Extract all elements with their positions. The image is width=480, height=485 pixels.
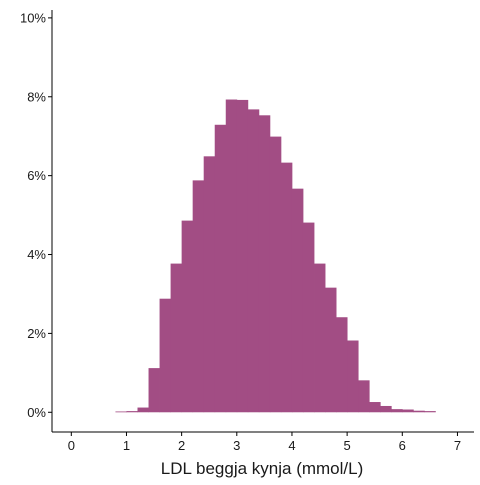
histogram-bar bbox=[325, 287, 337, 413]
x-tick-label: 6 bbox=[399, 438, 406, 453]
histogram-bar bbox=[402, 409, 414, 413]
histogram-bar bbox=[369, 402, 381, 413]
axes-layer: 0% 2% 4% 6% 8% 10% 0 1 2 3 4 5 6 7 bbox=[20, 10, 474, 453]
histogram-bar bbox=[413, 410, 425, 413]
x-tick-label: 3 bbox=[233, 438, 240, 453]
histogram-bar bbox=[269, 136, 282, 413]
y-tick-label: 8% bbox=[27, 89, 46, 104]
histogram-bar bbox=[347, 340, 359, 413]
histogram-bar bbox=[336, 317, 348, 413]
histogram-bar bbox=[181, 220, 194, 413]
y-tick-label: 4% bbox=[27, 247, 46, 262]
x-tick-label: 7 bbox=[454, 438, 461, 453]
y-tick-label: 6% bbox=[27, 168, 46, 183]
histogram-bar bbox=[380, 405, 392, 413]
histogram-bar bbox=[192, 180, 205, 413]
x-tick-label: 0 bbox=[68, 438, 75, 453]
x-tick-label: 4 bbox=[288, 438, 295, 453]
x-tick-label: 5 bbox=[344, 438, 351, 453]
histogram-bar bbox=[203, 156, 216, 413]
histogram-bar bbox=[391, 409, 403, 413]
histogram-bar bbox=[291, 188, 304, 413]
histogram-bar bbox=[314, 263, 326, 413]
y-tick-label: 0% bbox=[27, 405, 46, 420]
histogram-bar bbox=[170, 263, 183, 413]
histogram-bar bbox=[225, 99, 238, 413]
y-tick-label: 10% bbox=[20, 10, 46, 25]
x-tick-label: 2 bbox=[178, 438, 185, 453]
x-axis-title: LDL beggja kynja (mmol/L) bbox=[161, 459, 364, 478]
histogram-bar bbox=[214, 124, 227, 413]
histogram-bar bbox=[126, 411, 138, 413]
histogram-bar bbox=[424, 411, 436, 413]
histogram-bar bbox=[302, 222, 315, 413]
histogram-bar bbox=[280, 162, 293, 413]
histogram-bar bbox=[247, 109, 260, 413]
histogram-bar bbox=[137, 407, 149, 413]
histogram-bar bbox=[159, 298, 171, 413]
bars-layer bbox=[115, 99, 436, 413]
histogram-bar bbox=[236, 99, 249, 413]
histogram-bar bbox=[358, 380, 370, 413]
y-tick-label: 2% bbox=[27, 326, 46, 341]
histogram-bar bbox=[148, 368, 160, 413]
histogram-bar bbox=[115, 411, 127, 413]
histogram-bar bbox=[258, 115, 271, 413]
x-tick-label: 1 bbox=[123, 438, 130, 453]
